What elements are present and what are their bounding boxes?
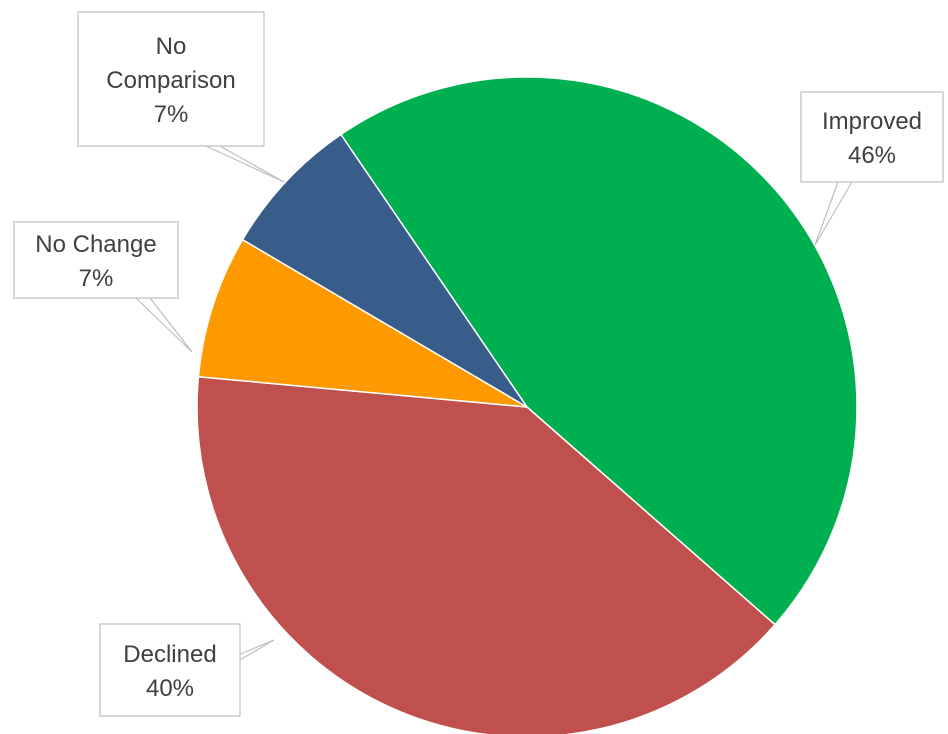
pie-slice-improved [339, 76, 858, 626]
callout-no-comparison: No Comparison 7% [77, 11, 285, 183]
callout-label: Improved [822, 108, 922, 135]
callout-box [800, 91, 944, 183]
callout-value: 7% [79, 265, 114, 292]
callout-label: Declined [123, 641, 216, 668]
callout-leader [814, 181, 853, 246]
pie-slice-no-comparison [241, 133, 528, 408]
callout-declined: Declined 40% [99, 623, 275, 717]
callout-improved: Improved 46% [800, 91, 944, 246]
callout-label: No Change [35, 231, 156, 258]
callout-box [13, 221, 179, 299]
callout-label: Comparison [106, 67, 235, 94]
callout-box [77, 11, 265, 147]
callout-value: 7% [154, 101, 189, 128]
callout-label: No [156, 33, 187, 60]
callout-leader [205, 145, 285, 183]
pie-callouts: Improved 46% Declined 40% No Change 7% No Compa… [13, 11, 944, 717]
pie-slice-no-change [197, 238, 528, 408]
callout-value: 40% [146, 675, 194, 702]
callout-value: 46% [848, 142, 896, 169]
pie-slice-declined [196, 375, 777, 734]
callout-no-change: No Change 7% [13, 221, 193, 353]
callout-leader [135, 297, 193, 353]
callout-box [99, 623, 241, 717]
pie-slices [196, 76, 858, 734]
